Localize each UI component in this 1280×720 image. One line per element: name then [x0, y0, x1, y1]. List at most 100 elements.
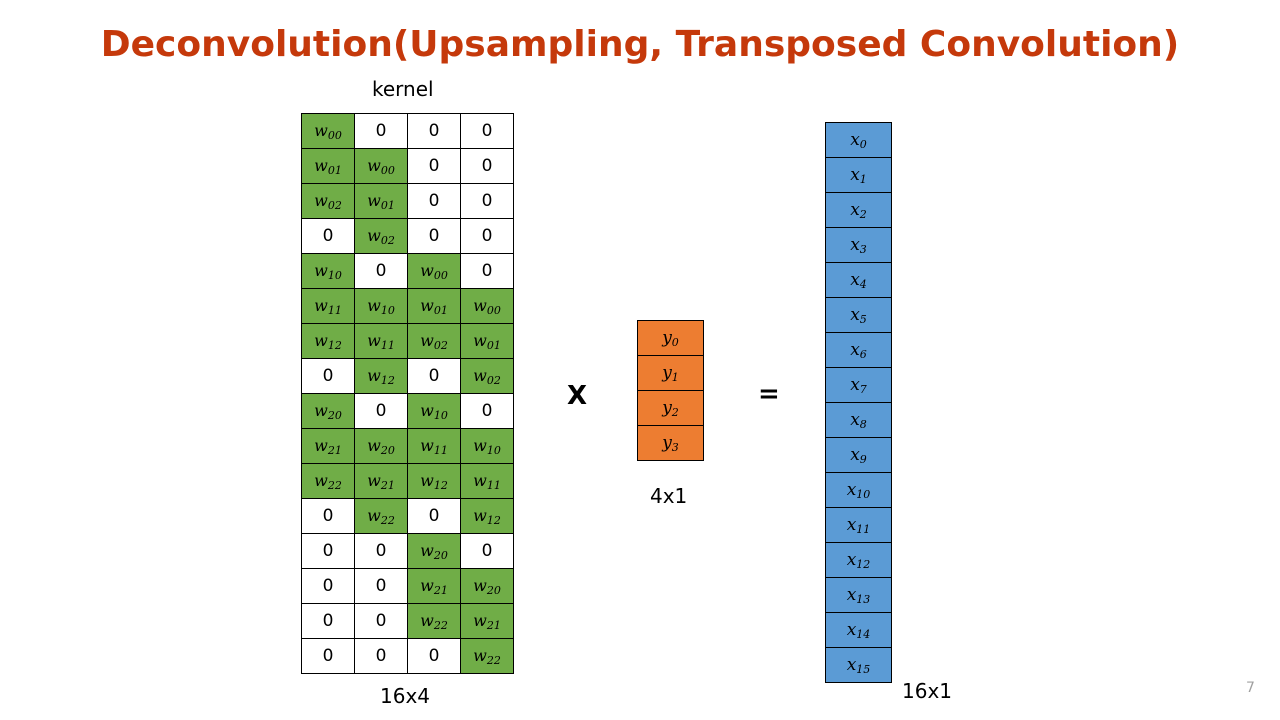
input-row: y0 — [637, 320, 704, 356]
kernel-zero-cell: 0 — [460, 218, 514, 254]
variable-w20: w20 — [314, 400, 342, 422]
variable-y2: y2 — [662, 397, 679, 419]
kernel-zero-cell: 0 — [301, 358, 355, 394]
kernel-row: 0 0 0 w22 — [301, 638, 514, 674]
variable-w22: w22 — [314, 470, 342, 492]
kernel-zero-cell: 0 — [354, 393, 408, 429]
variable-w22: w22 — [367, 505, 395, 527]
output-cell: x1 — [825, 157, 892, 193]
kernel-weight-cell: w22 — [301, 463, 355, 499]
kernel-zero-cell: 0 — [460, 393, 514, 429]
kernel-weight-cell: w11 — [354, 323, 408, 359]
variable-x14: x14 — [846, 619, 871, 641]
variable-x3: x3 — [850, 234, 867, 256]
kernel-weight-cell: w10 — [354, 288, 408, 324]
variable-x4: x4 — [850, 269, 867, 291]
input-cell: y0 — [637, 320, 704, 356]
kernel-weight-cell: w01 — [354, 183, 408, 219]
kernel-weight-cell: w22 — [354, 498, 408, 534]
kernel-weight-cell: w20 — [407, 533, 461, 569]
input-vector: y0 y1 y2 y3 — [637, 320, 704, 461]
kernel-weight-cell: w11 — [301, 288, 355, 324]
output-row: x6 — [825, 332, 892, 368]
kernel-weight-cell: w11 — [460, 463, 514, 499]
variable-w21: w21 — [420, 575, 448, 597]
variable-y0: y0 — [662, 327, 679, 349]
variable-w22: w22 — [420, 610, 448, 632]
kernel-row: w01 w00 0 0 — [301, 148, 514, 184]
variable-y3: y3 — [662, 432, 679, 454]
kernel-weight-cell: w10 — [460, 428, 514, 464]
output-row: x12 — [825, 542, 892, 578]
variable-w01: w01 — [367, 190, 395, 212]
kernel-weight-cell: w00 — [301, 113, 355, 149]
output-row: x1 — [825, 157, 892, 193]
kernel-weight-cell: w20 — [354, 428, 408, 464]
variable-w10: w10 — [314, 260, 342, 282]
output-row: x5 — [825, 297, 892, 333]
variable-x2: x2 — [850, 199, 867, 221]
kernel-label: kernel — [372, 77, 434, 101]
kernel-weight-cell: w02 — [354, 218, 408, 254]
output-row: x4 — [825, 262, 892, 298]
kernel-zero-cell: 0 — [460, 253, 514, 289]
kernel-zero-cell: 0 — [354, 113, 408, 149]
kernel-zero-cell: 0 — [301, 498, 355, 534]
output-cell: x8 — [825, 402, 892, 438]
input-cell: y1 — [637, 355, 704, 391]
kernel-zero-cell: 0 — [460, 148, 514, 184]
kernel-weight-cell: w10 — [407, 393, 461, 429]
kernel-weight-cell: w20 — [460, 568, 514, 604]
variable-w10: w10 — [473, 435, 501, 457]
kernel-row: 0 w02 0 0 — [301, 218, 514, 254]
kernel-zero-cell: 0 — [407, 113, 461, 149]
kernel-zero-cell: 0 — [301, 533, 355, 569]
input-row: y3 — [637, 425, 704, 461]
variable-w01: w01 — [314, 155, 342, 177]
output-dimensions: 16x1 — [902, 679, 953, 703]
kernel-matrix: w00 0 0 0 w01 w00 0 0 w02 w01 0 0 0 w02 0 0 w10 0 w00 0 w11 w… — [301, 113, 514, 674]
kernel-row: 0 0 w21 w20 — [301, 568, 514, 604]
equals-operator: = — [758, 379, 780, 409]
kernel-weight-cell: w10 — [301, 253, 355, 289]
variable-w20: w20 — [420, 540, 448, 562]
slide-title: Deconvolution(Upsampling, Transposed Con… — [100, 24, 1180, 65]
kernel-weight-cell: w21 — [301, 428, 355, 464]
variable-w11: w11 — [367, 330, 395, 352]
variable-w21: w21 — [473, 610, 501, 632]
variable-x8: x8 — [850, 409, 867, 431]
kernel-row: w20 0 w10 0 — [301, 393, 514, 429]
output-cell: x3 — [825, 227, 892, 263]
kernel-row: w12 w11 w02 w01 — [301, 323, 514, 359]
variable-w01: w01 — [473, 330, 501, 352]
variable-x7: x7 — [850, 374, 867, 396]
output-row: x0 — [825, 122, 892, 158]
output-cell: x4 — [825, 262, 892, 298]
output-cell: x7 — [825, 367, 892, 403]
variable-w02: w02 — [314, 190, 342, 212]
output-row: x14 — [825, 612, 892, 648]
variable-w12: w12 — [367, 365, 395, 387]
kernel-row: w21 w20 w11 w10 — [301, 428, 514, 464]
variable-x13: x13 — [846, 584, 871, 606]
variable-x12: x12 — [846, 549, 871, 571]
kernel-row: 0 0 w22 w21 — [301, 603, 514, 639]
kernel-zero-cell: 0 — [460, 183, 514, 219]
kernel-zero-cell: 0 — [354, 638, 408, 674]
output-row: x13 — [825, 577, 892, 613]
input-dimensions: 4x1 — [650, 484, 688, 508]
variable-y1: y1 — [662, 362, 679, 384]
kernel-weight-cell: w12 — [460, 498, 514, 534]
variable-w00: w00 — [367, 155, 395, 177]
variable-w00: w00 — [314, 120, 342, 142]
output-row: x7 — [825, 367, 892, 403]
input-row: y1 — [637, 355, 704, 391]
kernel-row: w00 0 0 0 — [301, 113, 514, 149]
variable-x1: x1 — [850, 164, 867, 186]
variable-x5: x5 — [850, 304, 867, 326]
kernel-weight-cell: w12 — [301, 323, 355, 359]
kernel-zero-cell: 0 — [407, 218, 461, 254]
output-row: x8 — [825, 402, 892, 438]
kernel-zero-cell: 0 — [354, 568, 408, 604]
variable-w02: w02 — [420, 330, 448, 352]
